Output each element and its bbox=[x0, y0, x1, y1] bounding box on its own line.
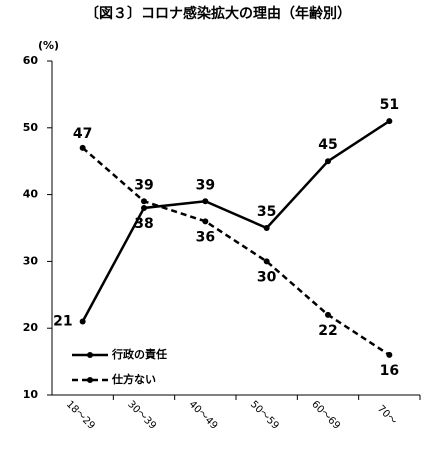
y-tick-label: 20 bbox=[23, 321, 39, 334]
point bbox=[141, 198, 147, 205]
legend-label: 仕方ない bbox=[111, 372, 156, 386]
chart-title: 〔図３〕コロナ感染拡大の理由（年齢別） bbox=[85, 5, 351, 22]
y-tick-label: 60 bbox=[23, 54, 39, 67]
point bbox=[263, 225, 270, 231]
x-tick-label: 40～49 bbox=[187, 399, 220, 432]
point bbox=[79, 318, 86, 325]
x-tick-label: 60～69 bbox=[309, 399, 342, 432]
data-label: 35 bbox=[257, 204, 276, 220]
y-axis-label: (%) bbox=[38, 39, 59, 52]
data-label: 36 bbox=[196, 229, 215, 245]
x-tick-label: 30～39 bbox=[125, 399, 158, 432]
data-label: 30 bbox=[257, 269, 277, 285]
data-label: 38 bbox=[134, 216, 153, 232]
y-tick-label: 30 bbox=[23, 254, 39, 267]
data-label: 21 bbox=[53, 314, 72, 330]
data-label: 22 bbox=[318, 323, 337, 339]
legend-label: 行政の責任 bbox=[111, 347, 167, 361]
data-label: 47 bbox=[73, 126, 92, 142]
point bbox=[141, 204, 147, 211]
x-tick-label: 18～29 bbox=[64, 399, 97, 432]
point bbox=[79, 144, 86, 151]
legend-marker bbox=[87, 377, 93, 383]
point bbox=[325, 311, 331, 318]
x-tick-label: 70～ bbox=[375, 403, 399, 427]
point bbox=[386, 118, 393, 125]
data-label: 39 bbox=[196, 177, 215, 193]
series-line bbox=[81, 120, 391, 323]
y-tick-label: 40 bbox=[23, 188, 39, 201]
data-label: 39 bbox=[134, 177, 153, 193]
x-tick-label: 50～59 bbox=[248, 399, 281, 432]
point bbox=[263, 258, 270, 265]
data-label: 51 bbox=[380, 97, 399, 113]
legend-marker bbox=[87, 352, 93, 358]
point bbox=[386, 351, 393, 358]
point bbox=[202, 198, 209, 205]
y-tick-label: 50 bbox=[23, 121, 39, 134]
point bbox=[202, 218, 209, 225]
data-label: 16 bbox=[380, 363, 399, 379]
point bbox=[325, 158, 331, 165]
data-label: 45 bbox=[318, 137, 337, 153]
y-tick-label: 10 bbox=[23, 388, 39, 401]
series-line bbox=[81, 146, 391, 356]
